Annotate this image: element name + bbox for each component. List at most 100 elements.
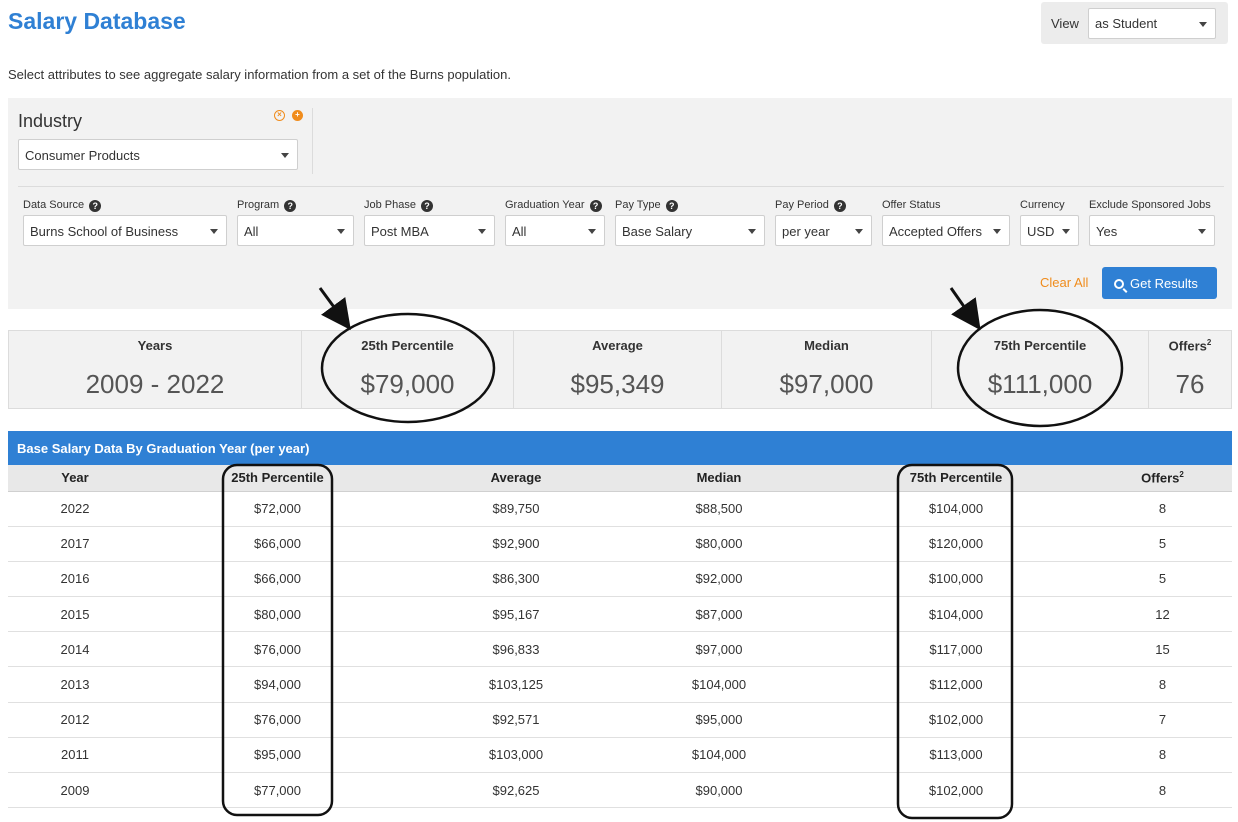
col-header-75th-percentile[interactable]: 75th Percentile: [819, 465, 1093, 492]
help-icon[interactable]: ?: [833, 200, 846, 212]
col-header-year[interactable]: Year: [8, 465, 142, 492]
cell-median: $92,000: [619, 561, 819, 598]
cell-median: $95,000: [619, 702, 819, 738]
get-results-button[interactable]: Get Results: [1102, 267, 1217, 299]
chevron-down-icon: [210, 229, 218, 234]
cell-average: $92,571: [413, 702, 619, 738]
select-value: Post MBA: [371, 224, 429, 239]
cell-year: 2017: [8, 526, 142, 562]
remove-circle-icon[interactable]: ×: [274, 110, 285, 121]
cell-year: 2013: [8, 666, 142, 703]
select-value: All: [244, 224, 259, 239]
exclude-sponsored-select[interactable]: Yes: [1089, 215, 1215, 246]
chevron-down-icon: [588, 229, 596, 234]
clear-all-link[interactable]: Clear All: [1040, 275, 1089, 290]
table-row: 2014 $76,000 $96,833 $97,000 $117,000 15: [8, 631, 1232, 668]
offer-status-select[interactable]: Accepted Offers: [882, 215, 1010, 246]
cell-offers: 12: [1093, 596, 1232, 633]
summary-median: Median $97,000: [722, 331, 932, 408]
help-icon[interactable]: ?: [89, 200, 102, 212]
summary-label: 25th Percentile: [361, 338, 454, 353]
chevron-down-icon: [337, 229, 345, 234]
filter-panel: Industry × + Consumer Products Data Sour…: [8, 98, 1232, 309]
program-select[interactable]: All: [237, 215, 354, 246]
job-phase-select[interactable]: Post MBA: [364, 215, 495, 246]
graduation-year-select[interactable]: All: [505, 215, 605, 246]
table-row: 2009 $77,000 $92,625 $90,000 $102,000 8: [8, 772, 1232, 809]
table-row: 2013 $94,000 $103,125 $104,000 $112,000 8: [8, 666, 1232, 703]
select-value: per year: [782, 224, 830, 239]
select-value: All: [512, 224, 527, 239]
cell-75th-percentile: $120,000: [819, 526, 1093, 562]
view-selector-box: View as Student: [1041, 2, 1228, 44]
cell-offers: 8: [1093, 491, 1232, 527]
data-source-select[interactable]: Burns School of Business: [23, 215, 227, 246]
help-icon[interactable]: ?: [665, 200, 678, 212]
help-icon[interactable]: ?: [284, 200, 297, 212]
pay-period-select[interactable]: per year: [775, 215, 872, 246]
cell-year: 2011: [8, 737, 142, 774]
summary-value: $111,000: [987, 369, 1093, 399]
cell-average: $86,300: [413, 561, 619, 598]
table-row: 2022 $72,000 $89,750 $88,500 $104,000 8: [8, 491, 1232, 527]
chevron-down-icon: [1198, 229, 1206, 234]
help-icon[interactable]: ?: [589, 200, 602, 212]
summary-value: 76: [1175, 369, 1205, 399]
cell-median: $80,000: [619, 526, 819, 562]
cell-median: $104,000: [619, 737, 819, 774]
summary-years: Years 2009 - 2022: [9, 331, 302, 408]
cell-average: $96,833: [413, 631, 619, 668]
cell-average: $103,125: [413, 666, 619, 703]
cell-75th-percentile: $117,000: [819, 631, 1093, 668]
col-header-25th-percentile[interactable]: 25th Percentile: [142, 465, 413, 492]
cell-average: $103,000: [413, 737, 619, 774]
select-value: Accepted Offers: [889, 224, 982, 239]
add-circle-icon[interactable]: +: [292, 110, 303, 121]
cell-offers: 7: [1093, 702, 1232, 738]
cell-median: $88,500: [619, 491, 819, 527]
filter-label-data-source: Data Source ?: [23, 199, 102, 212]
cell-average: $89,750: [413, 491, 619, 527]
cell-25th-percentile: $77,000: [142, 772, 413, 809]
cell-75th-percentile: $102,000: [819, 772, 1093, 809]
help-icon[interactable]: ?: [421, 200, 434, 212]
industry-select[interactable]: Consumer Products: [18, 139, 298, 170]
chevron-down-icon: [748, 229, 756, 234]
select-value: Burns School of Business: [30, 224, 179, 239]
summary-bar: Years 2009 - 2022 25th Percentile $79,00…: [8, 330, 1232, 409]
cell-75th-percentile: $113,000: [819, 737, 1093, 774]
summary-value: $97,000: [779, 369, 874, 399]
summary-label: Offers2: [1168, 338, 1212, 354]
cell-median: $97,000: [619, 631, 819, 668]
cell-offers: 8: [1093, 666, 1232, 703]
cell-offers: 8: [1093, 772, 1232, 809]
cell-75th-percentile: $104,000: [819, 596, 1093, 633]
view-select[interactable]: as Student: [1088, 8, 1216, 39]
cell-25th-percentile: $66,000: [142, 561, 413, 598]
currency-select[interactable]: USD: [1020, 215, 1079, 246]
col-header-offers[interactable]: Offers2: [1093, 465, 1232, 492]
summary-value: $95,349: [570, 369, 665, 399]
table-header-row: Year 25th Percentile Average Median 75th…: [8, 465, 1232, 492]
summary-label: Years: [137, 338, 173, 353]
pay-type-select[interactable]: Base Salary: [615, 215, 765, 246]
summary-value: 2009 - 2022: [85, 369, 225, 399]
cell-average: $92,625: [413, 772, 619, 809]
industry-select-value: Consumer Products: [25, 148, 140, 163]
cell-average: $92,900: [413, 526, 619, 562]
table-row: 2016 $66,000 $86,300 $92,000 $100,000 5: [8, 561, 1232, 598]
col-header-average[interactable]: Average: [413, 465, 619, 492]
cell-year: 2016: [8, 561, 142, 598]
view-label: View: [1051, 16, 1079, 31]
cell-25th-percentile: $76,000: [142, 702, 413, 738]
page-title: Salary Database: [8, 8, 186, 34]
summary-average: Average $95,349: [514, 331, 722, 408]
table-row: 2015 $80,000 $95,167 $87,000 $104,000 12: [8, 596, 1232, 633]
filter-label-pay-period: Pay Period ?: [775, 199, 846, 212]
salary-table: Year 25th Percentile Average Median 75th…: [8, 465, 1232, 809]
filter-label-program: Program ?: [237, 199, 297, 212]
summary-label: 75th Percentile: [993, 338, 1087, 353]
cell-median: $104,000: [619, 666, 819, 703]
cell-25th-percentile: $95,000: [142, 737, 413, 774]
col-header-median[interactable]: Median: [619, 465, 819, 492]
